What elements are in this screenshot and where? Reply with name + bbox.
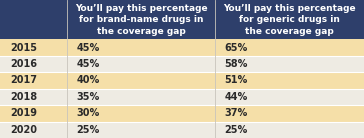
- Bar: [0, 72, 364, 89]
- Text: 2020: 2020: [10, 125, 37, 135]
- Text: 2017: 2017: [10, 75, 37, 85]
- Text: 35%: 35%: [76, 92, 100, 102]
- Text: 65%: 65%: [225, 43, 248, 53]
- Bar: [0, 105, 364, 122]
- Text: 2019: 2019: [10, 108, 37, 118]
- Text: 2015: 2015: [10, 43, 37, 53]
- Text: 45%: 45%: [76, 43, 100, 53]
- Bar: [0, 56, 364, 72]
- Text: 30%: 30%: [76, 108, 100, 118]
- Bar: [0, 89, 364, 105]
- Text: 40%: 40%: [76, 75, 100, 85]
- Text: 51%: 51%: [225, 75, 248, 85]
- Text: 58%: 58%: [225, 59, 248, 69]
- Text: You’ll pay this percentage
for generic drugs in
the coverage gap: You’ll pay this percentage for generic d…: [223, 4, 356, 36]
- Text: 25%: 25%: [225, 125, 248, 135]
- Text: 45%: 45%: [76, 59, 100, 69]
- Bar: [0, 39, 364, 56]
- Text: 44%: 44%: [225, 92, 248, 102]
- Text: 25%: 25%: [76, 125, 100, 135]
- Text: 37%: 37%: [225, 108, 248, 118]
- Text: 2018: 2018: [10, 92, 37, 102]
- Bar: [0, 0, 364, 39]
- Bar: [0, 122, 364, 138]
- Text: You’ll pay this percentage
for brand-name drugs in
the coverage gap: You’ll pay this percentage for brand-nam…: [75, 4, 208, 36]
- Text: 2016: 2016: [10, 59, 37, 69]
